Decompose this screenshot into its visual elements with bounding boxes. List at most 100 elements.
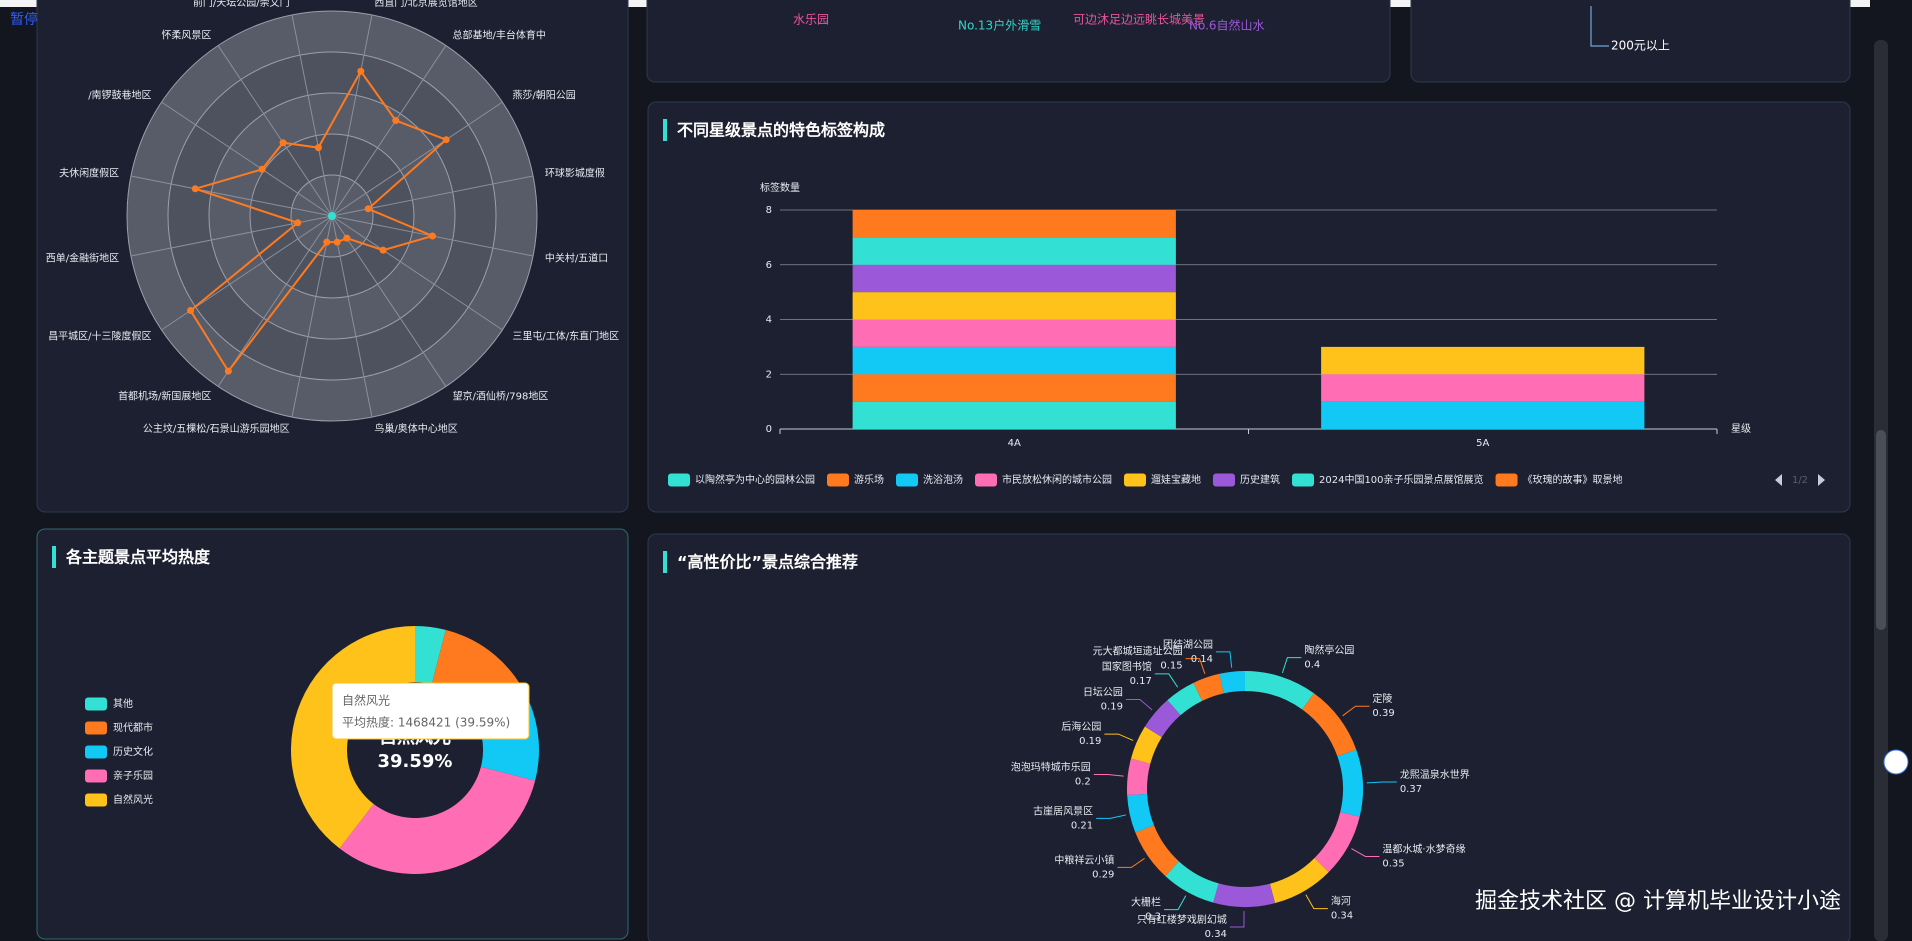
radar-spoke [291, 14, 333, 217]
legend-label: 历史建筑 [1240, 473, 1280, 486]
word: No.6自然山水 [1189, 18, 1265, 33]
slice-value: 0.37 [1400, 784, 1422, 795]
center-percent: 39.59% [378, 751, 453, 772]
y-tick-label: 6 [766, 260, 772, 271]
panel-tree [1410, 0, 1851, 83]
pie-slice [1245, 671, 1314, 710]
pie-slice [1131, 726, 1162, 764]
legend-swatch [1292, 473, 1314, 487]
legend-label: 现代都市 [113, 721, 153, 734]
slice-name: 团结湖公园 [1163, 638, 1213, 651]
radar-point [333, 238, 341, 246]
slice-value: 0.34 [1205, 929, 1227, 940]
indicator-label: 三里屯/工体/东直门地区 [512, 330, 619, 343]
radar-spoke [331, 45, 447, 217]
indicator-label: 总部基地/丰台体育中 [453, 29, 546, 42]
legend-swatch [85, 697, 107, 711]
pie-slice [1167, 682, 1203, 716]
radar-spoke [331, 215, 373, 418]
bar-segment [852, 292, 1176, 320]
pie-slice [1193, 673, 1224, 701]
label-line [1096, 814, 1126, 819]
word: 可边沐足边远眺长城美景 [1073, 13, 1205, 27]
radar-point [258, 165, 266, 173]
pie-slice [339, 766, 536, 875]
pie-slice [1165, 861, 1219, 903]
radar-point [224, 367, 232, 375]
slice-name: 大栅栏 [1131, 896, 1161, 909]
y-tick-label: 0 [766, 424, 772, 435]
y-tick-label: 4 [766, 315, 772, 326]
legend-swatch [85, 721, 107, 735]
slice-value: 0.29 [1092, 869, 1114, 880]
pie-slice [1213, 883, 1276, 908]
legend-swatch [85, 769, 107, 783]
label-line [1342, 705, 1370, 717]
watermark: 掘金技术社区 @ 计算机毕业设计小途 [1475, 889, 1841, 914]
radar-spoke [291, 215, 333, 418]
radar-spoke [130, 175, 333, 217]
panel-bar [647, 101, 1851, 513]
indicator-label: 燕莎/朝阳公园 [512, 88, 575, 101]
side-button[interactable] [1883, 749, 1909, 775]
legend-swatch [1213, 473, 1235, 487]
slice-value: 0.4 [1304, 660, 1320, 671]
tree-label: 200元以上 [1611, 39, 1670, 53]
indicator-label: 鸟巢/奥体中心地区 [374, 422, 457, 435]
panel-value [647, 533, 1851, 941]
legend-label: 以陶然亭为中心的园林公园 [695, 473, 815, 486]
legend-swatch [85, 745, 107, 759]
legend-label: 《玫瑰的故事》取景地 [1523, 473, 1623, 486]
legend-label: 洗浴泡汤 [923, 473, 963, 486]
label-line [1281, 657, 1302, 674]
panel-title: 各主题景点平均热度 [65, 548, 211, 567]
radar-point [392, 117, 400, 125]
x-tick-label: 4A [1008, 438, 1021, 449]
slice-value: 0.19 [1079, 736, 1101, 747]
pause-label[interactable]: 暂停 [10, 11, 38, 28]
radar-point [294, 219, 302, 227]
indicator-label: 首都机场/新国展地区 [118, 389, 211, 402]
y-tick-label: 2 [766, 369, 772, 380]
legend-label: 市民放松休闲的城市公园 [1002, 473, 1112, 486]
title-accent [52, 546, 56, 568]
radar-spoke [331, 14, 373, 217]
slice-name: 定陵 [1372, 692, 1392, 705]
radar-spoke [217, 45, 333, 217]
pie-slice [1126, 758, 1151, 795]
radar-center [328, 212, 336, 220]
slice-name: 古崖居风景区 [1033, 804, 1093, 817]
tree-connector [1590, 6, 1609, 47]
legend-label: 2024中国100亲子乐园景点展馆展览 [1319, 473, 1484, 486]
bar-segment [852, 346, 1176, 375]
pie-slice [1337, 749, 1363, 817]
indicator-label: 公主坟/五棵松/石景山游乐园地区 [143, 422, 290, 435]
legend-prev [1775, 474, 1782, 486]
scrollbar-thumb[interactable] [1876, 430, 1886, 630]
indicator-label: 西直门/北京展览馆地区 [374, 0, 477, 9]
slice-value: 0.3 [1145, 912, 1161, 923]
pie-slice [1144, 700, 1181, 738]
radar-spoke [331, 215, 447, 387]
tooltip-text: 平均热度: 1468421 (39.59%) [342, 715, 510, 730]
title-accent [663, 551, 667, 573]
radar-spoke [331, 101, 503, 217]
bar-segment [852, 401, 1176, 429]
label-line [1351, 848, 1380, 857]
slice-value: 0.39 [1372, 708, 1394, 719]
indicator-label: 怀柔风景区 [161, 30, 211, 42]
slice-value: 0.19 [1101, 702, 1123, 713]
label-line [1093, 774, 1124, 777]
legend-label: 其他 [113, 697, 133, 710]
legend-swatch [827, 473, 849, 487]
legend-swatch [975, 473, 997, 487]
pie-slice [1135, 825, 1179, 877]
indicator-label: /南锣鼓巷地区 [88, 88, 151, 101]
indicator-label: 前门/天坛公园/崇文门 [193, 0, 290, 9]
radar-point [429, 232, 437, 240]
radar-point [343, 234, 351, 242]
radar-spoke [331, 215, 503, 331]
legend-label: 游乐场 [854, 473, 884, 486]
indicator-label: 望京/酒仙桥/798地区 [453, 389, 549, 402]
